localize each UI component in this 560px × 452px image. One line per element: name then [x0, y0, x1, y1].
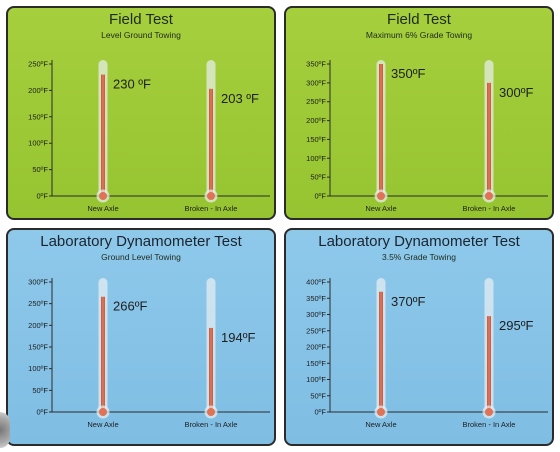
y-tick-label: 350ºF — [306, 60, 326, 69]
y-tick-label: 200ºF — [306, 116, 326, 125]
y-tick-label: 100ºF — [306, 154, 326, 163]
thermometer-mercury — [101, 74, 105, 196]
y-tick-label: 300ºF — [306, 78, 326, 87]
panel-field-grade: Field Test Maximum 6% Grade Towing 0ºF 50… — [284, 6, 554, 220]
category-label: New Axle — [87, 204, 118, 213]
category-label: Broken - In Axle — [463, 204, 516, 213]
panel-title: Laboratory Dynamometer Test — [40, 233, 242, 250]
y-tick-label: 100ºF — [28, 364, 48, 373]
thermometer-mercury — [101, 296, 105, 412]
panel-subtitle: Ground Level Towing — [101, 252, 181, 262]
y-tick-label: 300ºF — [306, 310, 326, 319]
value-label: 300ºF — [499, 85, 533, 100]
category-label: New Axle — [87, 420, 118, 429]
category-label: New Axle — [365, 420, 396, 429]
thermometer-mercury — [487, 82, 491, 196]
thermometer-mercury — [379, 291, 383, 412]
panel-title: Field Test — [387, 11, 451, 28]
y-tick-label: 50ºF — [32, 165, 48, 174]
value-label: 230 ºF — [113, 77, 151, 92]
y-tick-label: 150ºF — [28, 343, 48, 352]
thermometer-bulb — [377, 408, 385, 416]
y-tick-label: 300ºF — [28, 278, 48, 287]
value-label: 194ºF — [221, 330, 255, 345]
y-tick-label: 250ºF — [306, 97, 326, 106]
thermometer-bulb — [99, 408, 107, 416]
thermometer-mercury — [209, 327, 213, 412]
panel-subtitle: Maximum 6% Grade Towing — [365, 30, 473, 40]
panel-field-level: Field Test Level Ground Towing 0ºF 50ºF 10… — [6, 6, 276, 220]
thermometer-mercury — [487, 316, 491, 412]
y-tick-label: 50ºF — [310, 173, 326, 182]
panel-title: Laboratory Dynamometer Test — [318, 233, 520, 250]
y-tick-label: 0ºF — [315, 408, 327, 417]
category-label: Broken - In Axle — [463, 420, 516, 429]
y-tick-label: 150ºF — [306, 359, 326, 368]
y-tick-label: 200ºF — [306, 343, 326, 352]
y-tick-label: 50ºF — [310, 391, 326, 400]
thermometer-bulb — [377, 192, 385, 200]
category-label: Broken - In Axle — [185, 204, 238, 213]
page-edge-shadow — [0, 412, 10, 448]
y-tick-label: 100ºF — [28, 139, 48, 148]
value-label: 370ºF — [391, 294, 425, 309]
y-tick-label: 0ºF — [315, 192, 327, 201]
thermometer-mercury — [379, 64, 383, 196]
panel-title: Field Test — [109, 11, 173, 28]
value-label: 203 ºF — [221, 91, 259, 106]
y-tick-label: 350ºF — [306, 294, 326, 303]
value-label: 266ºF — [113, 299, 147, 314]
thermometer-chart-field-level: 0ºF 50ºF 100ºF 150ºF 200ºF 250ºF 230 ºF New Axl… — [28, 60, 270, 213]
thermometer-bulb — [207, 408, 215, 416]
thermometer-chart-field-grade: 0ºF 50ºF 100ºF 150ºF 200ºF 250ºF 300ºF 350ºF 350… — [306, 60, 548, 213]
y-tick-label: 200ºF — [28, 321, 48, 330]
y-tick-label: 150ºF — [28, 112, 48, 121]
category-label: New Axle — [365, 204, 396, 213]
thermometer-bulb — [99, 192, 107, 200]
thermometer-bulb — [485, 408, 493, 416]
value-label: 350ºF — [391, 66, 425, 81]
y-tick-label: 150ºF — [306, 135, 326, 144]
category-label: Broken - In Axle — [185, 420, 238, 429]
y-tick-label: 250ºF — [306, 326, 326, 335]
y-tick-label: 100ºF — [306, 375, 326, 384]
y-tick-label: 0ºF — [37, 408, 49, 417]
thermometer-bulb — [485, 192, 493, 200]
thermometer-mercury — [209, 88, 213, 196]
y-tick-label: 0ºF — [37, 192, 49, 201]
y-tick-label: 400ºF — [306, 278, 326, 287]
thermometer-bulb — [207, 192, 215, 200]
y-tick-label: 250ºF — [28, 60, 48, 69]
y-tick-label: 50ºF — [32, 386, 48, 395]
panel-subtitle: Level Ground Towing — [101, 30, 181, 40]
panel-lab-level: Laboratory Dynamometer Test Ground Level… — [6, 228, 276, 446]
thermometer-chart-lab-level: 0ºF 50ºF 100ºF 150ºF 200ºF 250ºF 300ºF 266ºF New… — [28, 278, 270, 429]
panel-subtitle: 3.5% Grade Towing — [381, 252, 457, 262]
y-tick-label: 200ºF — [28, 86, 48, 95]
thermometer-chart-lab-grade: 0ºF 50ºF 100ºF 150ºF 200ºF 250ºF 300ºF 350ºF 400… — [306, 278, 548, 429]
value-label: 295ºF — [499, 318, 533, 333]
panel-lab-grade: Laboratory Dynamometer Test 3.5% Grade T… — [284, 228, 554, 446]
y-tick-label: 250ºF — [28, 299, 48, 308]
